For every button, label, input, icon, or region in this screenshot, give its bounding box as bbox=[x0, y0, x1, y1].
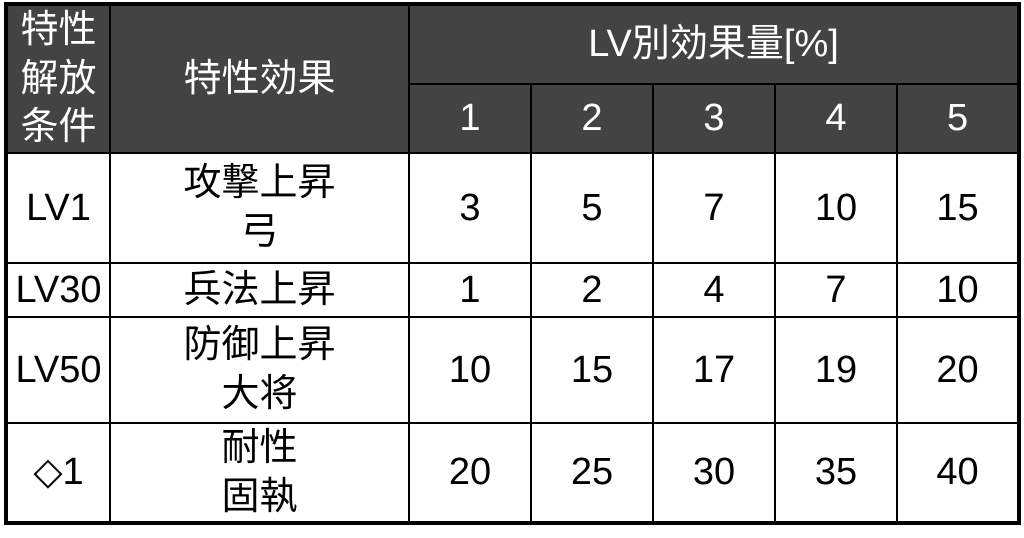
condition-cell: LV30 bbox=[5, 261, 111, 318]
value-cell: 15 bbox=[895, 151, 1021, 264]
value-cell: 7 bbox=[774, 261, 898, 318]
header-level-3: 3 bbox=[652, 83, 776, 154]
header-level-2: 2 bbox=[530, 83, 654, 154]
effect-cell: 兵法上昇 bbox=[109, 261, 410, 318]
value-cell: 2 bbox=[530, 261, 654, 318]
header-lv-effect-amount: LV別効果量[%] bbox=[407, 2, 1021, 86]
value-cell: 5 bbox=[530, 151, 654, 264]
value-cell: 4 bbox=[652, 261, 776, 318]
header-level-5: 5 bbox=[895, 83, 1021, 154]
header-level-1: 1 bbox=[408, 83, 532, 154]
condition-cell: LV1 bbox=[5, 151, 111, 264]
value-cell: 10 bbox=[895, 261, 1021, 318]
effect-cell: 防御上昇 大将 bbox=[109, 315, 410, 424]
value-cell: 1 bbox=[408, 261, 532, 318]
table-row-diamond1: ◇1 耐性 固執 20 25 30 35 40 bbox=[5, 421, 1021, 525]
effect-cell: 耐性 固執 bbox=[109, 421, 410, 525]
value-cell: 20 bbox=[408, 421, 532, 525]
header-level-4: 4 bbox=[774, 83, 898, 154]
value-cell: 7 bbox=[652, 151, 776, 264]
table-row-lv1: LV1 攻撃上昇 弓 3 5 7 10 15 bbox=[5, 151, 1021, 264]
value-cell: 10 bbox=[774, 151, 898, 264]
value-cell: 35 bbox=[774, 421, 898, 525]
value-cell: 15 bbox=[530, 315, 654, 424]
value-cell: 30 bbox=[652, 421, 776, 525]
header-unlock-condition: 特性解放条件 bbox=[5, 3, 111, 154]
header-trait-effect: 特性効果 bbox=[109, 3, 410, 154]
effect-cell: 攻撃上昇 弓 bbox=[109, 151, 410, 264]
table-row-lv30: LV30 兵法上昇 1 2 4 7 10 bbox=[5, 261, 1021, 318]
table-row-lv50: LV50 防御上昇 大将 10 15 17 19 20 bbox=[5, 315, 1021, 424]
value-cell: 10 bbox=[408, 315, 532, 424]
value-cell: 3 bbox=[408, 151, 532, 264]
value-cell: 25 bbox=[530, 421, 654, 525]
header-row-levels: 1 2 3 4 5 bbox=[6, 83, 1021, 154]
value-cell: 20 bbox=[895, 315, 1021, 424]
value-cell: 19 bbox=[774, 315, 898, 424]
condition-cell: LV50 bbox=[5, 315, 111, 424]
trait-effect-table: 特性解放条件 特性効果 LV別効果量[%] 1 2 3 4 5 LV1 攻撃上昇… bbox=[4, 2, 1022, 526]
header-row-group: 特性解放条件 特性効果 LV別効果量[%] bbox=[5, 2, 1021, 154]
condition-cell: ◇1 bbox=[5, 421, 111, 525]
value-cell: 40 bbox=[895, 421, 1021, 525]
value-cell: 17 bbox=[652, 315, 776, 424]
